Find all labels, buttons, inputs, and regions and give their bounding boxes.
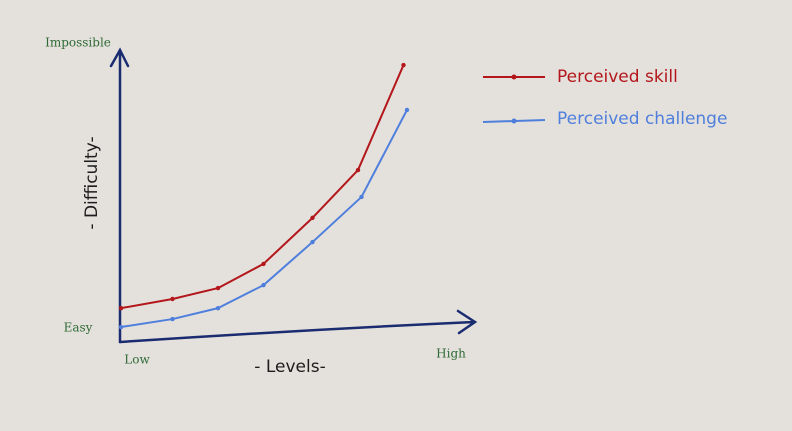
legend-label: Perceived skill	[557, 67, 678, 87]
point	[401, 62, 406, 68]
point	[310, 215, 315, 221]
point	[170, 296, 175, 302]
y-tick-label: Impossible	[45, 36, 111, 50]
y-axis-title: - Difficulty-	[82, 136, 102, 229]
point	[170, 316, 175, 322]
point	[261, 261, 266, 267]
legend-marker	[511, 74, 517, 80]
y-tick-label: Easy	[64, 321, 93, 335]
x-tick-label: High	[436, 347, 466, 361]
point	[404, 107, 410, 113]
y-axis	[109, 47, 130, 344]
legend-marker	[511, 118, 517, 124]
point	[215, 285, 221, 291]
point	[355, 167, 361, 173]
point	[310, 239, 315, 245]
x-axis	[118, 309, 478, 344]
legend-label: Perceived challenge	[557, 109, 727, 129]
point	[359, 194, 364, 200]
point	[118, 305, 124, 311]
x-axis-title: - Levels-	[254, 357, 325, 377]
x-tick-label: Low	[124, 353, 150, 367]
point	[118, 324, 124, 330]
point	[261, 282, 266, 288]
point	[215, 305, 221, 311]
